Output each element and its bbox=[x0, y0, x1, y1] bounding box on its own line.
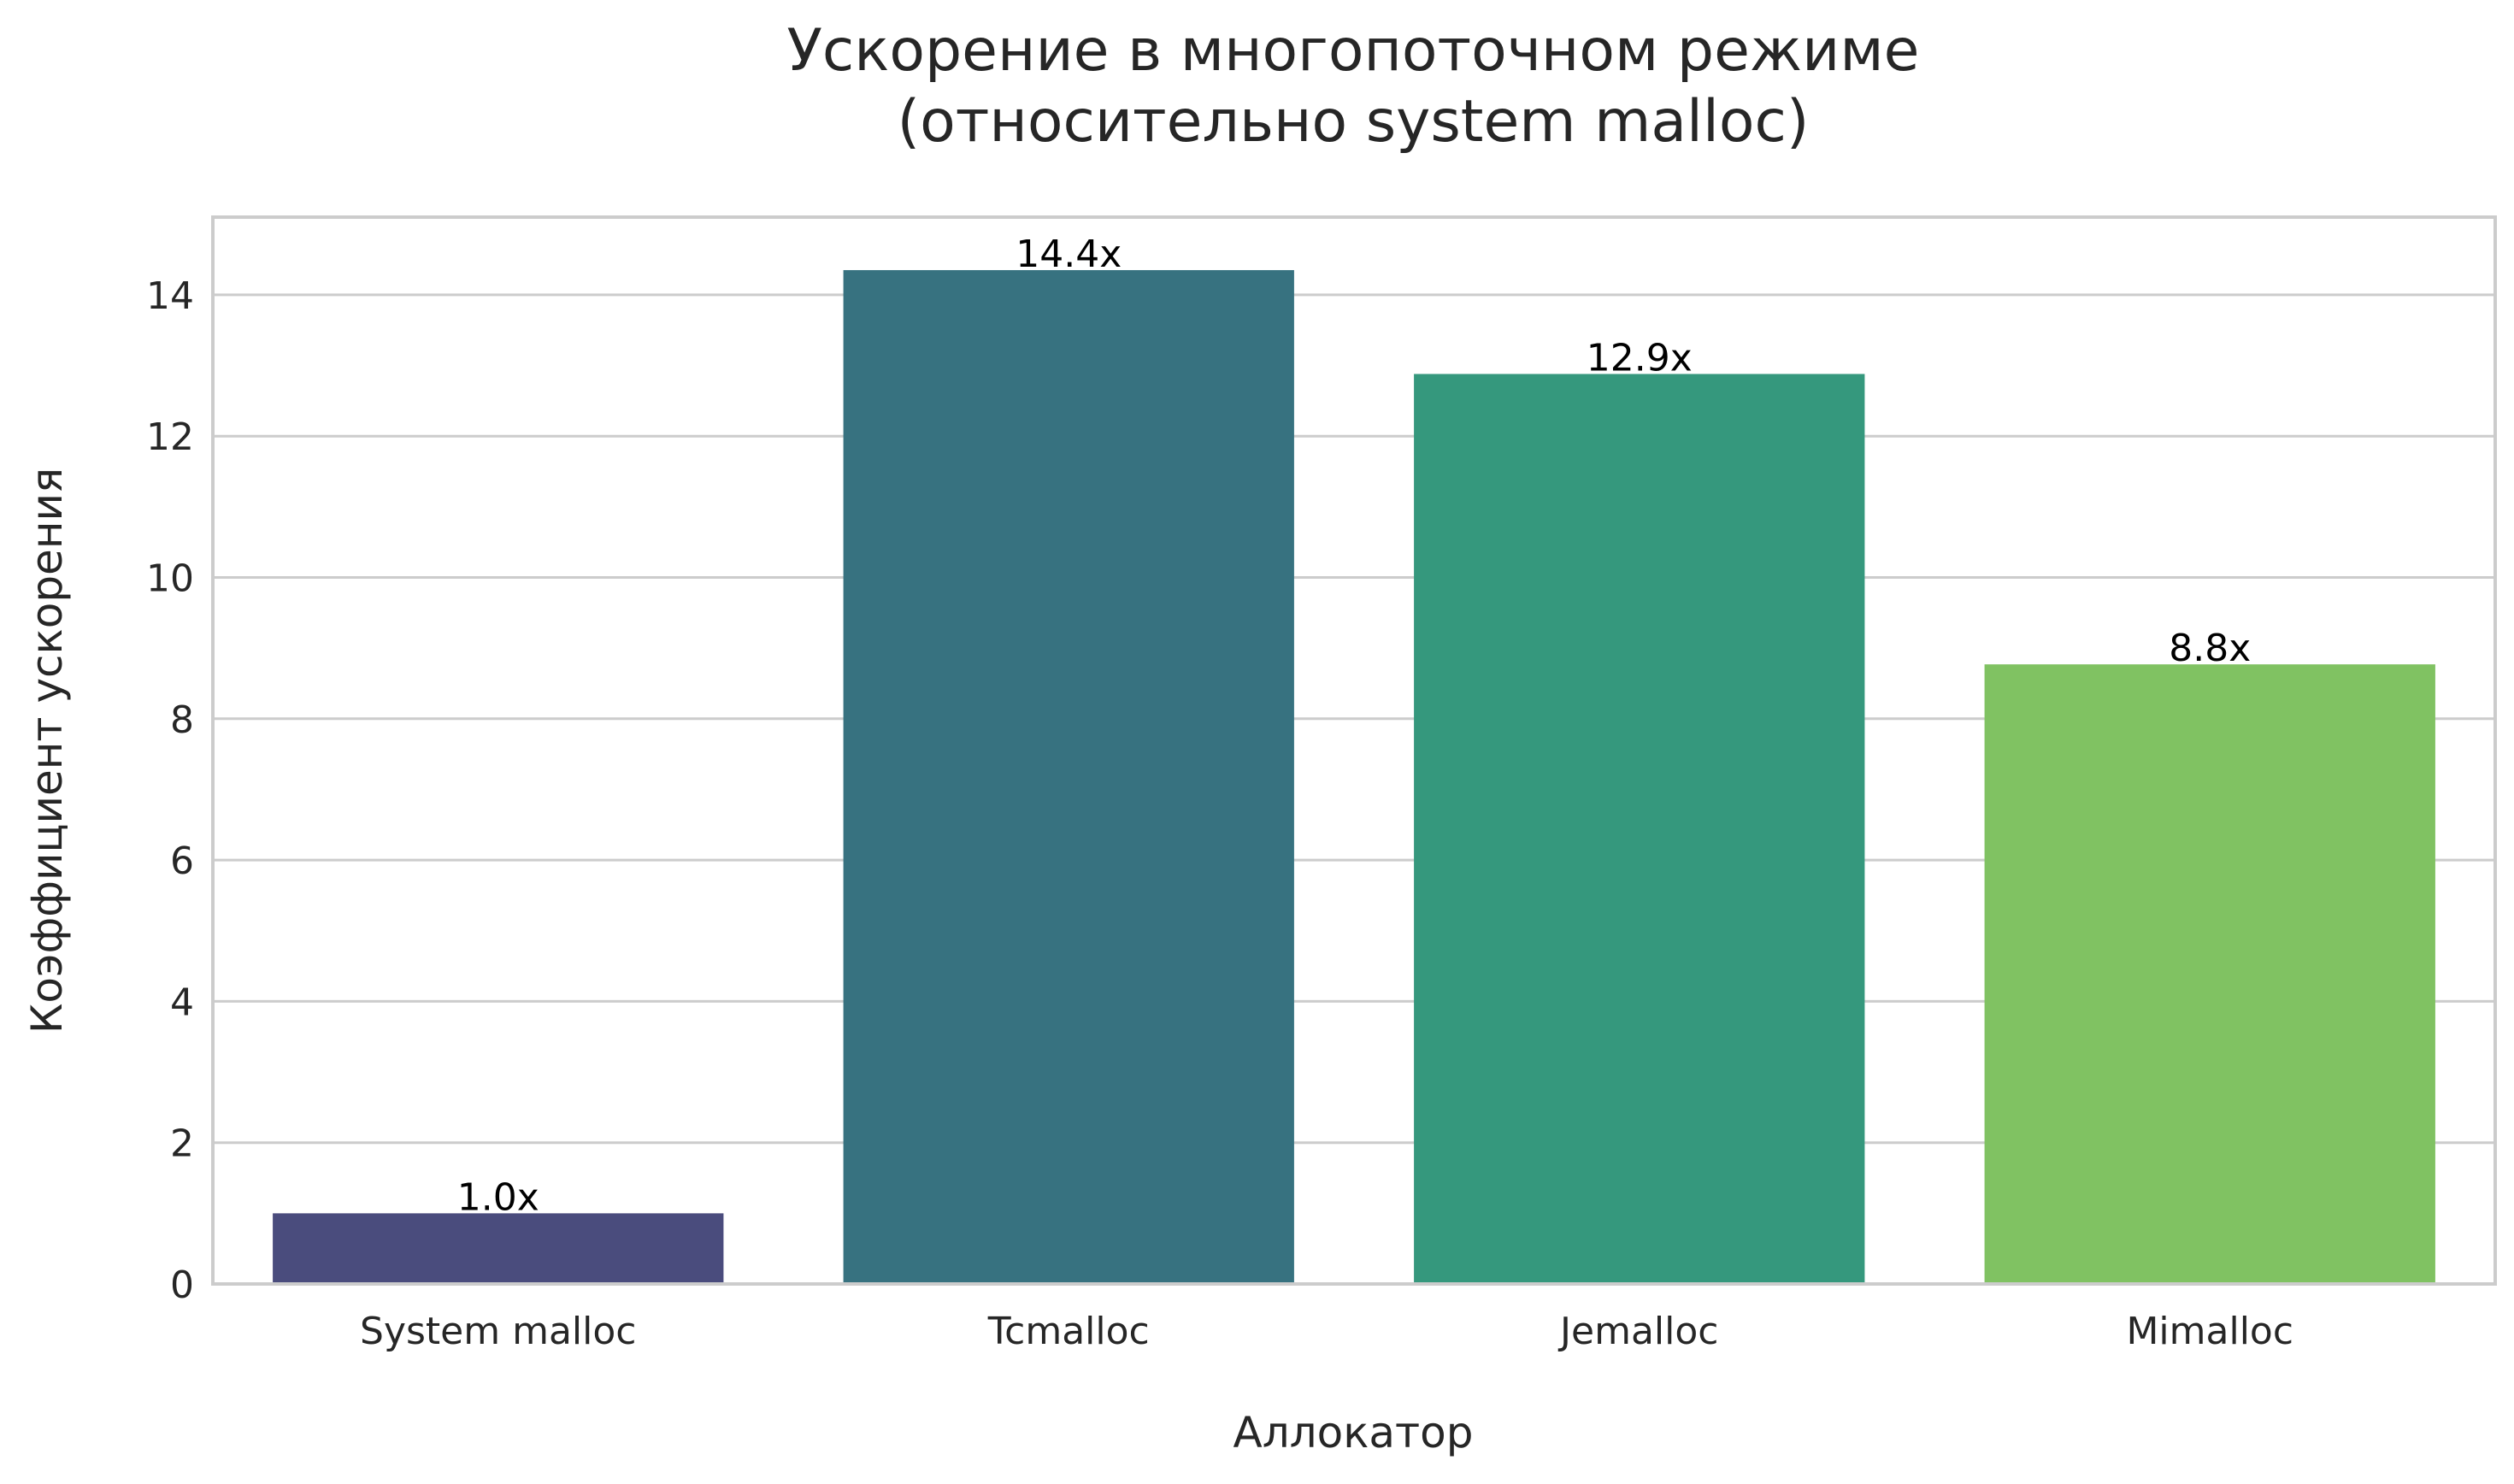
x-tick-label-1: Tcmalloc bbox=[987, 1310, 1150, 1353]
y-tick-label-3: 6 bbox=[170, 839, 194, 883]
y-tick-label-4: 8 bbox=[170, 698, 194, 742]
bars bbox=[273, 269, 2435, 1284]
y-tick-label-5: 10 bbox=[146, 557, 194, 601]
bar-0 bbox=[273, 1213, 724, 1284]
x-tick-label-2: Jemalloc bbox=[1557, 1310, 1718, 1353]
x-tick-label-0: System malloc bbox=[360, 1310, 636, 1353]
x-axis-label: Аллокатор bbox=[1233, 1408, 1473, 1458]
y-tick-label-1: 2 bbox=[170, 1122, 194, 1166]
chart-title-line-1: Ускорение в многопоточном режиме bbox=[786, 17, 1919, 85]
data-labels: 1.0x 14.4x 12.9x 8.8x bbox=[457, 233, 2252, 1219]
plot-frame bbox=[211, 215, 2497, 1286]
data-label-2: 12.9x bbox=[1587, 336, 1693, 380]
chart-title-line-2: (относительно system malloc) bbox=[898, 88, 1810, 156]
x-tick-label-3: Mimalloc bbox=[2126, 1310, 2293, 1353]
y-tick-label-6: 12 bbox=[146, 415, 194, 459]
y-axis-label: Коэффициент ускорения bbox=[22, 468, 72, 1034]
bar-1 bbox=[843, 269, 1294, 1284]
data-label-0: 1.0x bbox=[457, 1175, 539, 1219]
y-tick-label-2: 4 bbox=[170, 980, 194, 1024]
data-label-1: 14.4x bbox=[1016, 233, 1122, 276]
y-tick-labels: 0 2 4 6 8 10 12 14 bbox=[146, 274, 194, 1307]
bar-2 bbox=[1414, 374, 1865, 1284]
y-gridlines bbox=[213, 293, 2495, 1286]
y-tick-label-0: 0 bbox=[170, 1263, 194, 1307]
x-tick-labels: System malloc Tcmalloc Jemalloc Mimalloc bbox=[360, 1310, 2293, 1353]
y-tick-label-7: 14 bbox=[146, 274, 194, 318]
bar-3 bbox=[1984, 664, 2435, 1284]
data-label-3: 8.8x bbox=[2169, 627, 2251, 670]
